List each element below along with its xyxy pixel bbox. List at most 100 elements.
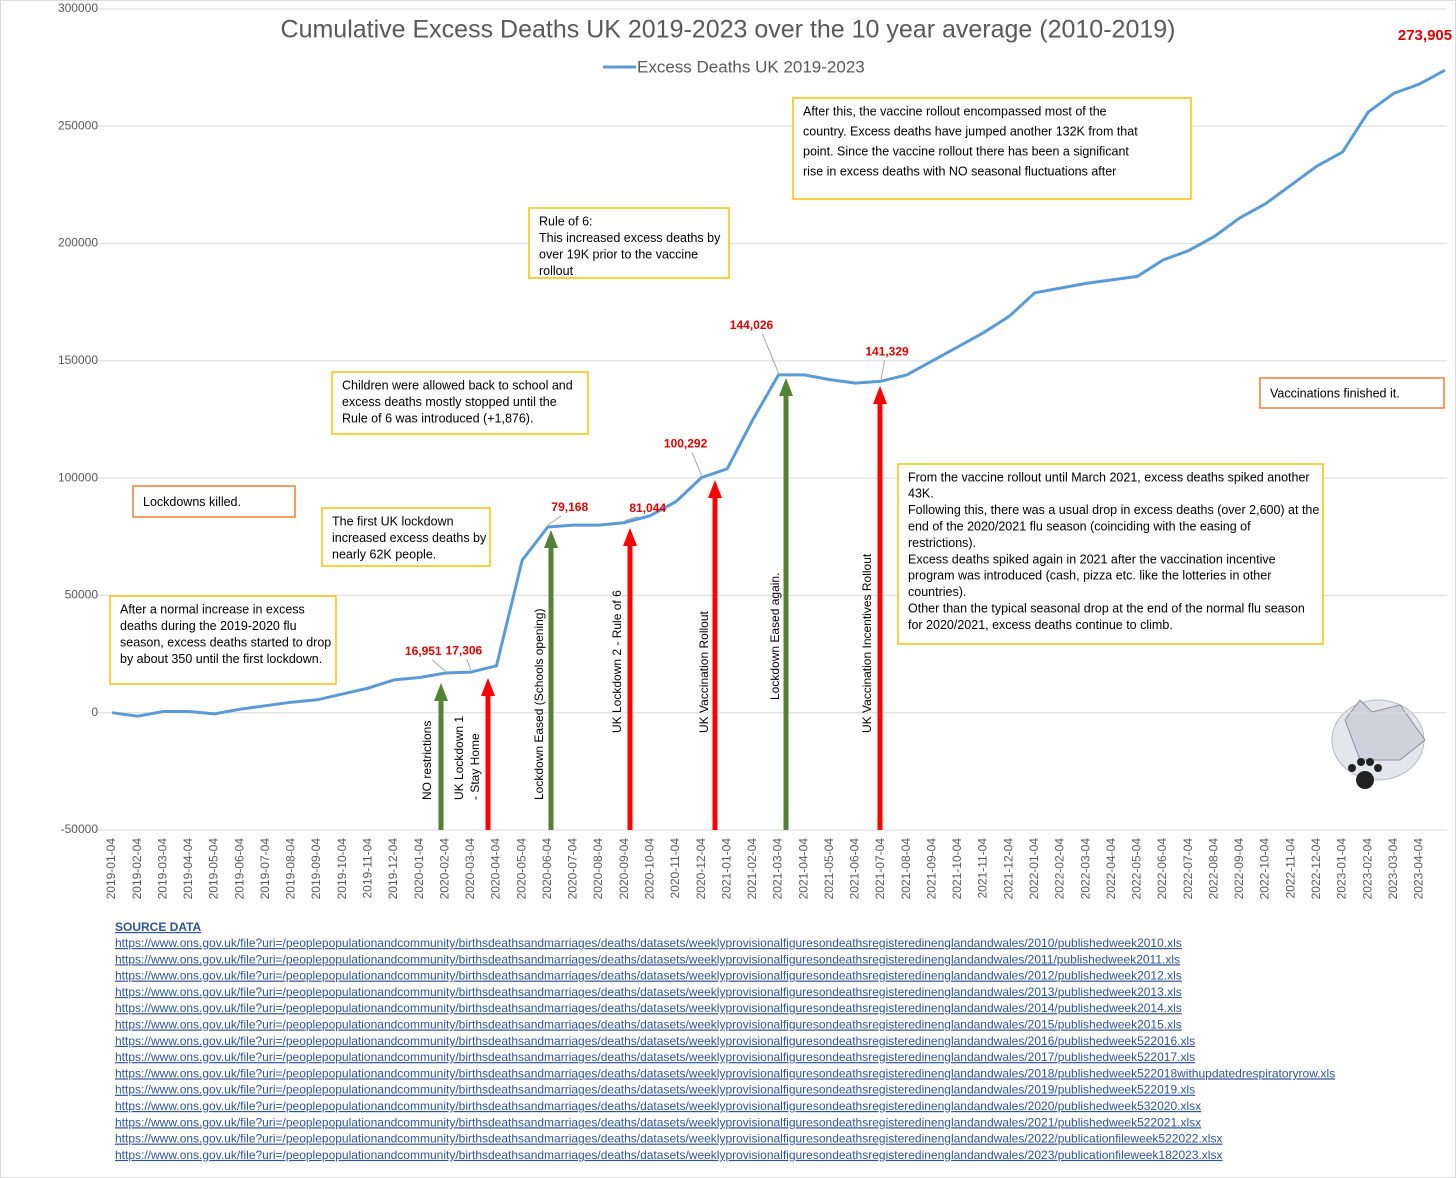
x-tick-label: 2022-11-04 [1283, 838, 1297, 899]
annotation-text: season, excess deaths started to drop [120, 635, 331, 649]
annotation-text: increased excess deaths by [332, 531, 487, 545]
arrow-label: UK Vaccination Incentives Rollout [860, 553, 874, 733]
source-link[interactable]: https://www.ons.gov.uk/file?uri=/peoplep… [115, 936, 1182, 950]
x-tick-label: 2022-02-04 [1053, 838, 1067, 900]
y-tick-label: -50000 [61, 822, 99, 836]
data-label: 273,905 [1398, 27, 1452, 44]
source-link[interactable]: https://www.ons.gov.uk/file?uri=/peoplep… [115, 1148, 1222, 1162]
source-link[interactable]: https://www.ons.gov.uk/file?uri=/peoplep… [115, 1099, 1201, 1113]
y-tick-label: 250000 [58, 118, 98, 132]
y-tick-label: 200000 [58, 236, 98, 250]
leader-line [624, 516, 639, 522]
x-tick-label: 2020-12-04 [694, 838, 708, 900]
x-tick-label: 2020-05-04 [514, 838, 528, 900]
arrow-label: UK Vaccination Rollout [697, 610, 711, 733]
annotation-text: deaths during the 2019-2020 flu [120, 619, 297, 633]
y-tick-label: 300000 [58, 1, 98, 15]
annotation-text: After this, the vaccine rollout encompas… [803, 104, 1107, 118]
x-tick-label: 2022-09-04 [1232, 838, 1246, 900]
logo [1331, 699, 1426, 789]
x-tick-label: 2022-10-04 [1258, 838, 1272, 900]
source-link[interactable]: https://www.ons.gov.uk/file?uri=/peoplep… [115, 1132, 1222, 1146]
x-tick-label: 2021-10-04 [950, 838, 964, 900]
annotation-box [1259, 377, 1445, 409]
x-tick-label: 2019-07-04 [258, 838, 272, 900]
arrow-label: NO restrictions [420, 721, 434, 800]
x-tick-label: 2021-03-04 [771, 838, 785, 900]
x-tick-label: 2020-04-04 [489, 838, 503, 900]
x-tick-label: 2022-07-04 [1181, 838, 1195, 900]
leader-line [431, 659, 446, 672]
x-tick-label: 2022-01-04 [1027, 838, 1041, 900]
y-tick-label: 150000 [58, 353, 98, 367]
annotation-text: for 2020/2021, excess deaths continue to… [908, 618, 1173, 632]
annotation-text: The first UK lockdown [332, 514, 454, 528]
x-tick-label: 2019-02-04 [130, 838, 144, 900]
arrow-head [708, 480, 722, 498]
annotation-box [321, 507, 491, 567]
source-link[interactable]: https://www.ons.gov.uk/file?uri=/peoplep… [115, 1050, 1195, 1064]
leader-line [880, 360, 886, 380]
y-tick-label: 50000 [65, 588, 99, 602]
x-tick-label: 2019-03-04 [155, 838, 169, 900]
arrow-label: Lockdown Eased again. [768, 573, 782, 700]
x-tick-label: 2020-03-04 [463, 838, 477, 900]
annotation-text: country. Excess deaths have jumped anoth… [803, 124, 1138, 138]
arrow-head [434, 683, 448, 701]
source-link[interactable]: https://www.ons.gov.uk/file?uri=/peoplep… [115, 1115, 1201, 1129]
arrow-label: UK Lockdown 2 - Rule of 6 [610, 590, 624, 733]
data-label: 81,044 [629, 501, 666, 515]
x-tick-label: 2020-02-04 [437, 838, 451, 900]
x-tick-label: 2022-06-04 [1155, 838, 1169, 900]
source-link[interactable]: https://www.ons.gov.uk/file?uri=/peoplep… [115, 1066, 1335, 1080]
annotation-text: After a normal increase in excess [120, 602, 305, 616]
source-link[interactable]: https://www.ons.gov.uk/file?uri=/peoplep… [115, 952, 1180, 966]
source-link[interactable]: https://www.ons.gov.uk/file?uri=/peoplep… [115, 1018, 1182, 1032]
x-tick-label: 2019-12-04 [386, 838, 400, 900]
source-link[interactable]: https://www.ons.gov.uk/file?uri=/peoplep… [115, 985, 1182, 999]
source-link[interactable]: https://www.ons.gov.uk/file?uri=/peoplep… [115, 1034, 1195, 1048]
annotation-text: rollout [539, 264, 574, 278]
arrow-label: UK Lockdown 1 [452, 716, 466, 800]
x-tick-label: 2021-01-04 [719, 838, 733, 900]
annotation-text: Rule of 6 was introduced (+1,876). [342, 411, 533, 425]
data-label: 79,168 [551, 500, 588, 514]
annotation-text: Lockdowns killed. [143, 495, 241, 509]
annotation-text: This increased excess deaths by [539, 231, 721, 245]
x-tick-label: 2019-08-04 [284, 838, 298, 900]
x-tick-label: 2023-01-04 [1335, 838, 1349, 900]
arrow-label: - Stay Home [468, 733, 482, 800]
x-tick-label: 2021-07-04 [873, 838, 887, 900]
x-tick-label: 2020-06-04 [540, 838, 554, 900]
annotation-text: program was introduced (cash, pizza etc.… [908, 569, 1271, 583]
annotation-text: Vaccinations finished it. [1270, 386, 1400, 400]
source-link[interactable]: https://www.ons.gov.uk/file?uri=/peoplep… [115, 1083, 1195, 1097]
arrow-head [779, 378, 793, 396]
x-tick-label: 2020-11-04 [668, 838, 682, 899]
annotation-text: by about 350 until the first lockdown. [120, 652, 322, 666]
leader-line [466, 658, 472, 671]
x-tick-label: 2023-04-04 [1412, 838, 1426, 900]
annotation-box [109, 595, 337, 685]
x-tick-label: 2019-05-04 [207, 838, 221, 900]
leader-line [691, 452, 703, 476]
annotation-text: Following this, there was a usual drop i… [908, 503, 1319, 517]
arrow-head [873, 386, 887, 404]
chart-title: Cumulative Excess Deaths UK 2019-2023 ov… [281, 16, 1176, 44]
x-tick-label: 2021-06-04 [848, 838, 862, 900]
x-tick-label: 2021-12-04 [1001, 838, 1015, 900]
annotation-box [132, 485, 296, 518]
x-tick-label: 2019-11-04 [361, 838, 375, 899]
x-tick-label: 2023-02-04 [1360, 838, 1374, 900]
source-link[interactable]: https://www.ons.gov.uk/file?uri=/peoplep… [115, 1001, 1182, 1015]
annotation-text: excess deaths mostly stopped until the [342, 395, 557, 409]
annotation-text: 43K. [908, 487, 934, 501]
annotation-text: end of the 2020/2021 flu season (coincid… [908, 519, 1251, 533]
source-title: SOURCE DATA [115, 920, 202, 934]
annotation-text: Excess deaths spiked again in 2021 after… [908, 552, 1276, 566]
source-link[interactable]: https://www.ons.gov.uk/file?uri=/peoplep… [115, 969, 1182, 983]
data-label: 17,306 [446, 643, 483, 657]
legend-label: Excess Deaths UK 2019-2023 [637, 57, 865, 76]
